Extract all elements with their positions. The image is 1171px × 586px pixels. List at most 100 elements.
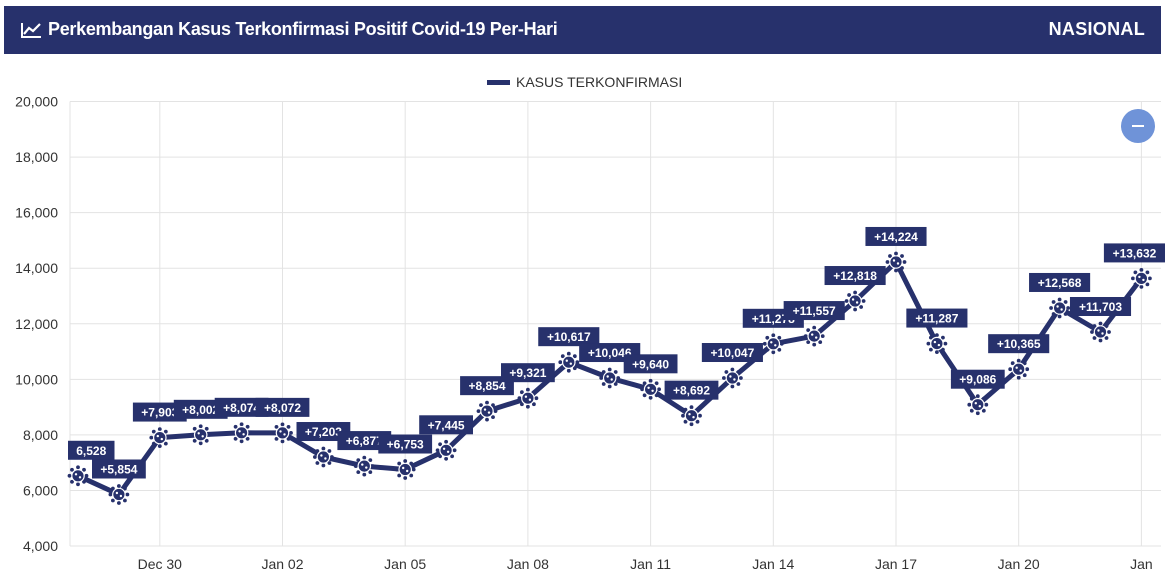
virus-spike-tip: [820, 334, 825, 338]
virus-dot: [770, 341, 773, 344]
virus-spike-tip: [76, 482, 80, 487]
virus-spike-tip: [941, 335, 945, 340]
virus-spike-tip: [642, 393, 647, 398]
virus-body: [1011, 362, 1026, 377]
virus-spike-tip: [1139, 268, 1144, 272]
virus-spike-tip: [444, 456, 448, 461]
virus-spike-tip: [1010, 361, 1015, 366]
virus-spike-tip: [1022, 361, 1027, 366]
virus-spike-tip: [894, 251, 898, 256]
virus-spike-tip: [485, 400, 489, 405]
virus-spike-tip: [532, 390, 536, 395]
data-label: +13,632: [1113, 246, 1157, 260]
virus-dot: [524, 395, 528, 398]
virus-spike-tip: [926, 341, 931, 346]
data-label: +9,086: [959, 373, 996, 387]
y-tick-label: 16,000: [15, 205, 58, 221]
virus-spike-tip: [902, 260, 907, 264]
virus-dot: [692, 416, 695, 419]
virus-dot: [365, 466, 368, 469]
y-tick-label: 12,000: [15, 316, 58, 332]
legend: KASUS TERKONFIRMASI: [487, 74, 682, 90]
virus-body: [889, 255, 903, 269]
virus-spike-tip: [779, 341, 784, 346]
virus-dot: [1142, 278, 1145, 282]
virus-spike-tip: [812, 342, 817, 347]
virus-body: [643, 382, 658, 397]
virus-spike-tip: [330, 455, 334, 459]
virus-spike-tip: [613, 382, 618, 386]
virus-spike-tip: [975, 411, 980, 416]
x-tick-label: Jan: [1130, 556, 1153, 572]
virus-spike-tip: [648, 378, 653, 383]
virus-dot: [851, 298, 855, 301]
virus-spike-tip: [435, 448, 440, 453]
virus-spike-tip: [1016, 358, 1021, 363]
virus-body: [398, 462, 413, 477]
virus-spike-tip: [163, 429, 168, 434]
virus-spike-tip: [943, 341, 948, 346]
virus-marker-icon: [353, 455, 375, 477]
virus-spike-tip: [362, 472, 367, 477]
virus-spike-tip: [657, 387, 661, 392]
virus-spike-tip: [695, 407, 700, 412]
virus-spike-tip: [739, 376, 743, 380]
virus-spike-tip: [806, 340, 811, 345]
line-chart-icon: [21, 23, 41, 38]
virus-marker-icon: [435, 439, 457, 461]
virus-marker-icon: [599, 367, 621, 389]
virus-spike-tip: [1098, 321, 1103, 326]
data-label: +8,692: [673, 384, 710, 398]
virus-dot: [283, 433, 286, 436]
virus-spike-tip: [476, 409, 481, 413]
virus-spike-tip: [403, 476, 408, 480]
virus-spike-tip: [245, 436, 250, 441]
virus-dot: [896, 262, 900, 265]
data-label: +8,074: [223, 401, 260, 415]
virus-spike-tip: [928, 335, 933, 340]
virus-spike-tip: [859, 305, 864, 309]
legend-swatch: [487, 80, 510, 85]
virus-spike-tip: [327, 449, 332, 453]
virus-marker-icon: [149, 427, 171, 448]
virus-dot: [160, 437, 163, 441]
virus-spike-tip: [900, 254, 904, 258]
virus-spike-tip: [117, 501, 121, 505]
virus-spike-tip: [117, 484, 121, 488]
virus-spike-tip: [1148, 276, 1152, 281]
virus-spike-tip: [1098, 338, 1103, 343]
zoom-out-button[interactable]: [1121, 109, 1155, 143]
virus-spike-tip: [698, 413, 702, 418]
virus-spike-tip: [689, 405, 694, 410]
virus-spike-tip: [1022, 373, 1027, 378]
virus-spike-tip: [1107, 330, 1111, 334]
data-label-box: [132, 402, 187, 422]
y-tick-label: 8,000: [23, 427, 58, 443]
data-label: +10,365: [997, 337, 1041, 351]
y-tick-label: 4,000: [23, 538, 58, 554]
virus-spike-tip: [765, 347, 770, 352]
virus-spike-tip: [771, 333, 776, 338]
virus-dot: [402, 466, 405, 470]
virus-spike-tip: [479, 403, 483, 407]
virus-dot: [974, 402, 977, 405]
virus-spike-tip: [394, 467, 399, 472]
virus-spike-tip: [76, 465, 80, 470]
virus-marker-icon: [67, 465, 89, 487]
virus-body: [480, 404, 494, 418]
virus-spike-tip: [1010, 373, 1015, 378]
virus-marker-icon: [722, 367, 743, 389]
virus-spike-tip: [724, 370, 729, 374]
virus-spike-tip: [969, 408, 974, 413]
virus-dot: [242, 433, 245, 436]
virus-spike-tip: [198, 424, 203, 429]
virus-spike-tip: [969, 396, 974, 401]
virus-spike-tip: [82, 467, 86, 472]
virus-spike-tip: [245, 424, 250, 429]
virus-body: [848, 294, 862, 308]
virus-spike-tip: [204, 426, 209, 431]
virus-spike-tip: [315, 449, 320, 453]
zoom-out-icon: [1132, 125, 1144, 127]
virus-spike-tip: [1133, 282, 1138, 287]
virus-dot: [569, 362, 572, 365]
